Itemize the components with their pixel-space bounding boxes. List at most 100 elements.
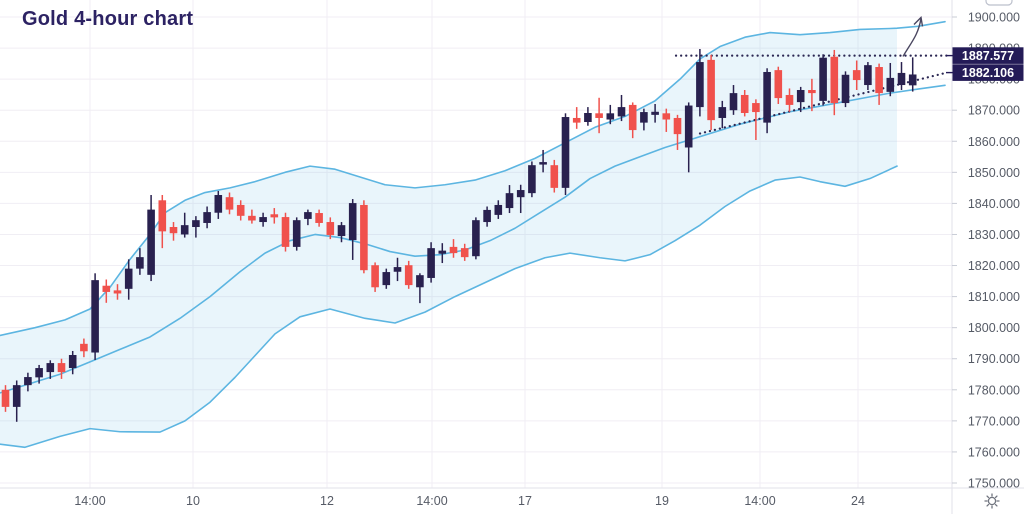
candle	[360, 204, 368, 271]
candle	[24, 377, 32, 386]
x-axis-label: 19	[655, 494, 669, 508]
candle	[808, 90, 816, 94]
candle	[259, 217, 267, 223]
candle	[35, 368, 43, 378]
price-grid	[0, 0, 952, 488]
candle	[46, 363, 55, 373]
candle	[404, 265, 413, 286]
candle	[494, 204, 503, 215]
candle	[113, 290, 122, 294]
candle	[505, 193, 514, 209]
candle	[886, 77, 895, 92]
candle	[136, 257, 144, 269]
candle	[203, 212, 211, 223]
candle	[528, 165, 536, 194]
x-axis-label: 17	[518, 494, 532, 508]
candle	[796, 90, 805, 103]
x-axis-label: 14:00	[744, 494, 775, 508]
y-axis-label: 1850.000	[968, 166, 1020, 180]
candle	[662, 113, 671, 120]
y-axis-label: 1830.000	[968, 228, 1020, 242]
candle	[640, 112, 648, 123]
candle	[147, 209, 155, 275]
y-axis-label: 1870.000	[968, 104, 1020, 118]
candle	[326, 222, 335, 236]
chart-settings-icon[interactable]	[984, 493, 1000, 509]
candle	[852, 70, 861, 81]
candle	[785, 94, 794, 105]
x-axis-label: 24	[851, 494, 865, 508]
candle	[763, 71, 771, 123]
candle	[572, 117, 581, 123]
price-label-badge-1887-577: 1887.577	[946, 47, 1024, 64]
candle	[561, 117, 570, 188]
candle	[12, 385, 21, 407]
candle	[628, 104, 637, 131]
bollinger-lower-line	[0, 165, 898, 449]
price-axis[interactable]: 1900.0001890.0001880.0001870.0001860.000…	[951, 0, 1020, 514]
candle	[416, 275, 424, 288]
candle	[472, 220, 480, 257]
candle	[483, 209, 491, 223]
candle	[124, 268, 133, 289]
y-axis-label: 1760.000	[968, 445, 1020, 459]
candle	[740, 94, 749, 113]
candle	[617, 107, 626, 117]
candle	[875, 67, 883, 94]
candle	[1, 389, 10, 407]
candle	[427, 248, 435, 278]
candle	[774, 70, 783, 99]
candle	[707, 59, 715, 121]
candle	[673, 117, 682, 135]
candle	[864, 65, 872, 86]
y-axis-label: 1810.000	[968, 290, 1020, 304]
candle	[449, 246, 458, 254]
candle	[371, 265, 379, 288]
candle	[281, 217, 290, 247]
breakout-arrow	[902, 15, 924, 57]
candle	[595, 113, 603, 118]
y-axis-label: 1790.000	[968, 352, 1020, 366]
candle	[236, 204, 245, 216]
candle	[830, 56, 839, 104]
candle	[908, 74, 917, 86]
candle	[158, 200, 167, 232]
y-axis-label: 1860.000	[968, 135, 1020, 149]
candle	[304, 212, 312, 219]
y-axis-label: 1780.000	[968, 383, 1020, 397]
candles-layer	[1, 48, 917, 422]
x-axis-label: 10	[186, 494, 200, 508]
y-axis-label: 1820.000	[968, 259, 1020, 273]
candle	[516, 190, 525, 198]
candle	[292, 220, 301, 247]
time-axis[interactable]: 14:00 10 12 14:00 17 19 14:00 24	[0, 487, 1024, 508]
y-axis-label: 1800.000	[968, 321, 1020, 335]
candle	[180, 225, 189, 235]
partial-toolbar-button[interactable]	[985, 0, 1013, 6]
candle	[393, 267, 402, 272]
candle	[192, 220, 200, 228]
candle	[460, 248, 469, 258]
candle	[684, 105, 693, 148]
candle	[169, 227, 178, 234]
price-label-badge-1882-106: 1882.106	[946, 64, 1024, 81]
candle	[841, 74, 850, 104]
y-axis-label: 1900.000	[968, 11, 1020, 25]
candle	[729, 93, 738, 111]
x-axis-label: 12	[320, 494, 334, 508]
x-axis-label: 14:00	[416, 494, 447, 508]
candle	[270, 214, 279, 218]
candle	[718, 107, 727, 118]
y-axis-label: 1770.000	[968, 414, 1020, 428]
candle	[819, 57, 827, 101]
candle	[102, 285, 111, 292]
candle	[584, 112, 592, 123]
candle	[606, 113, 615, 120]
candle	[348, 203, 357, 241]
badge-price-text: 1887.577	[962, 49, 1014, 63]
candle	[752, 103, 760, 113]
candle	[57, 363, 66, 373]
candle	[382, 272, 391, 286]
